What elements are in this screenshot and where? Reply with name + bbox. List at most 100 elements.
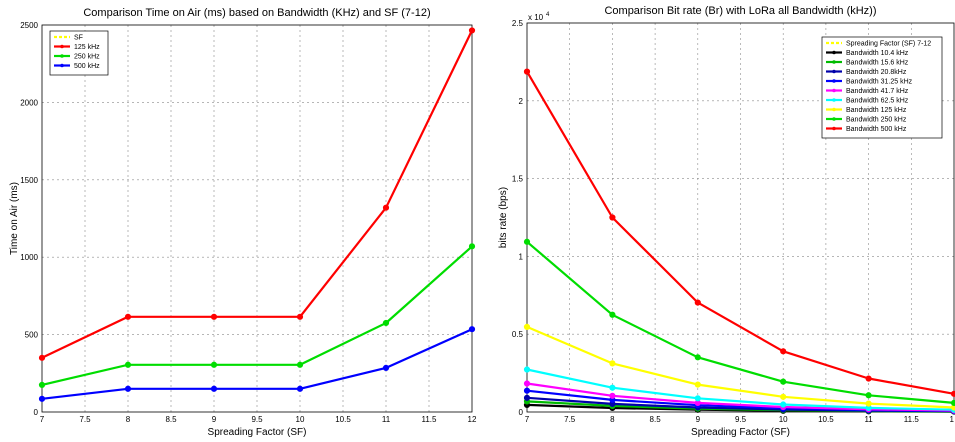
y-tick-label: 2.5 <box>512 19 524 28</box>
y-tick-label: 1500 <box>20 176 38 185</box>
x-tick-label: 10 <box>779 415 788 424</box>
legend-marker <box>832 107 836 112</box>
data-point <box>694 395 701 402</box>
y-axis-label: bits rate (bps) <box>498 187 509 248</box>
chart-2: 7 7.5 8 8.5 9 9.5 10 10.5 11 11.5 100.511.522.5Com… <box>498 5 955 438</box>
chart-title: Comparison Time on Air (ms) based on Ban… <box>83 7 430 19</box>
legend-marker <box>60 63 64 68</box>
data-point <box>296 361 304 368</box>
x-tick-label: 10 <box>296 415 305 424</box>
data-point <box>523 380 531 387</box>
legend-label: 500 kHz <box>74 63 100 70</box>
x-tick-label: 1 <box>950 415 955 424</box>
x-tick-label: 8 <box>126 415 131 424</box>
data-point <box>468 326 476 333</box>
x-tick-label: 8 <box>610 415 615 424</box>
x-tick-label: 11 <box>382 415 391 424</box>
data-point <box>210 313 218 320</box>
y-tick-label: 2000 <box>20 98 38 107</box>
data-point <box>468 243 476 250</box>
x-tick-label: 8.5 <box>650 415 662 424</box>
data-point <box>865 392 872 399</box>
series-line-3 <box>41 328 473 400</box>
legend-marker <box>832 88 836 93</box>
data-point <box>780 401 787 408</box>
data-point <box>38 381 46 389</box>
data-point <box>124 385 132 392</box>
legend-box <box>821 36 943 139</box>
data-point <box>609 392 616 399</box>
axes-box <box>526 22 955 413</box>
data-point <box>694 381 701 388</box>
legend-box <box>49 30 109 76</box>
data-point <box>780 393 787 400</box>
data-point <box>523 387 531 394</box>
data-point <box>124 313 132 320</box>
x-tick-label: 11.5 <box>422 415 438 424</box>
y-tick-label: 0.5 <box>512 330 524 339</box>
legend-label: Bandwidth 250 kHz <box>846 117 907 124</box>
legend-label: Bandwidth 125 kHz <box>846 107 907 114</box>
legend-label: SF <box>74 35 83 42</box>
y-axis-label: Time on Air (ms) <box>9 182 20 255</box>
series-line-2 <box>41 245 473 386</box>
series-line-5 <box>526 382 955 412</box>
data-point <box>523 238 531 245</box>
data-point <box>38 354 46 361</box>
series-line-6 <box>526 368 955 411</box>
legend-marker <box>832 60 836 64</box>
data-point <box>950 399 955 406</box>
data-point <box>609 360 616 367</box>
data-point <box>523 394 531 401</box>
legend-label: Bandwidth 500 kHz <box>846 126 907 133</box>
x-axis-label: Spreading Factor (SF) <box>208 427 307 438</box>
x-axis-label: Spreading Factor (SF) <box>691 427 790 438</box>
data-point <box>210 361 218 368</box>
legend-label: 125 kHz <box>74 44 100 51</box>
series-line-1 <box>41 29 473 359</box>
data-point <box>780 348 787 355</box>
legend-marker <box>832 50 836 55</box>
data-point <box>38 395 46 402</box>
legend-marker <box>832 69 836 74</box>
legend-marker <box>832 98 836 102</box>
data-point <box>382 319 390 327</box>
legend: Spreading Factor (SF) 7-12 Bandwidth 10.4… <box>821 36 943 139</box>
x-tick-label: 9 <box>696 415 701 424</box>
legend-label: Bandwidth 15.6 kHz <box>846 60 909 67</box>
y-tick-label: 1 <box>519 252 524 261</box>
y-tick-label: 1000 <box>20 253 38 262</box>
data-point <box>523 323 531 330</box>
y-tick-label: 1.5 <box>512 175 524 184</box>
data-point <box>124 361 132 368</box>
y-multiplier-exponent: 4 <box>546 12 550 18</box>
chart-title: Comparison Bit rate (Br) with LoRa all B… <box>604 5 876 17</box>
legend-label: Bandwidth 20.8kHz <box>846 69 907 76</box>
x-tick-label: 7 <box>525 415 530 424</box>
legend-marker <box>832 126 836 131</box>
legend-marker <box>832 117 836 121</box>
series-line-9 <box>526 71 955 395</box>
data-point <box>296 313 304 320</box>
data-point <box>609 214 616 221</box>
data-point <box>523 366 531 373</box>
data-point <box>468 27 476 34</box>
legend-label: Bandwidth 41.7 kHz <box>846 88 909 95</box>
data-point <box>694 299 701 306</box>
data-point <box>382 364 390 371</box>
x-tick-label: 10.5 <box>335 415 351 424</box>
legend-label: Bandwidth 62.5 kHz <box>846 98 909 105</box>
legend-label: Spreading Factor (SF) 7-12 <box>846 41 931 48</box>
x-tick-label: 8.5 <box>165 415 177 424</box>
x-tick-label: 11 <box>864 415 873 424</box>
x-tick-label: 9.5 <box>735 415 747 424</box>
legend-marker <box>60 54 64 58</box>
y-tick-label: 2500 <box>20 21 38 30</box>
x-tick-label: 7.5 <box>564 415 576 424</box>
data-point <box>296 385 304 392</box>
legend: SF 125 kHz 250 kHz 500 kHz <box>49 30 109 76</box>
data-point <box>950 390 955 397</box>
x-tick-label: 10.5 <box>818 415 834 424</box>
y-tick-label: 0 <box>519 408 524 417</box>
